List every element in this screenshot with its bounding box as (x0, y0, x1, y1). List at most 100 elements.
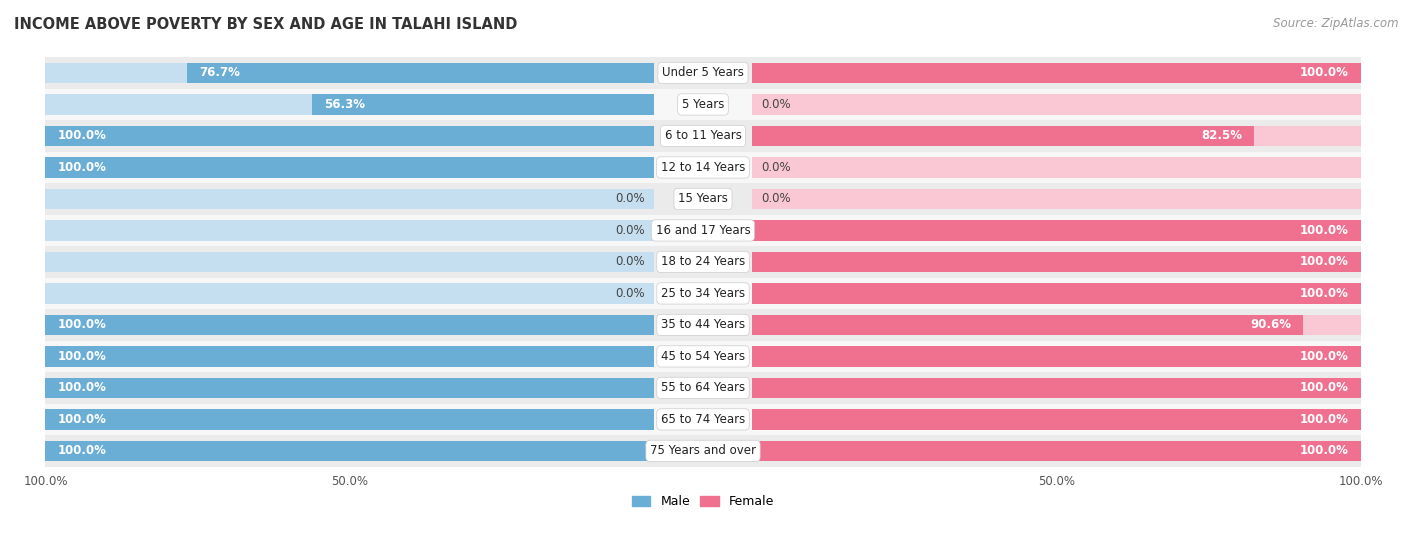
Text: 0.0%: 0.0% (616, 256, 645, 268)
Bar (752, 378, 1361, 398)
Bar (752, 189, 1361, 209)
Bar (752, 62, 1361, 83)
Text: 18 to 24 Years: 18 to 24 Years (661, 256, 745, 268)
Text: 12 to 14 Years: 12 to 14 Years (661, 161, 745, 174)
Bar (45, 89, 1361, 120)
Bar (752, 409, 1361, 430)
Bar (45, 157, 654, 177)
Text: 100.0%: 100.0% (58, 319, 107, 331)
Text: 100.0%: 100.0% (58, 413, 107, 426)
Text: 100.0%: 100.0% (1299, 350, 1348, 363)
Text: 75 Years and over: 75 Years and over (650, 444, 756, 458)
Text: 100.0%: 100.0% (1299, 413, 1348, 426)
Text: 100.0%: 100.0% (58, 129, 107, 142)
Text: 25 to 34 Years: 25 to 34 Years (661, 287, 745, 300)
Text: 65 to 74 Years: 65 to 74 Years (661, 413, 745, 426)
Text: 76.7%: 76.7% (200, 66, 240, 79)
Text: 6 to 11 Years: 6 to 11 Years (665, 129, 741, 142)
Text: 100.0%: 100.0% (58, 161, 107, 174)
Bar (752, 315, 1361, 335)
Legend: Male, Female: Male, Female (627, 490, 779, 513)
Bar (312, 94, 654, 115)
Bar (45, 283, 654, 304)
Bar (45, 309, 1361, 341)
Bar (45, 152, 1361, 183)
Text: 0.0%: 0.0% (616, 287, 645, 300)
Bar (45, 94, 654, 115)
Bar (752, 346, 1361, 367)
Bar (752, 283, 1361, 304)
Text: 0.0%: 0.0% (616, 193, 645, 205)
Bar (45, 378, 654, 398)
Bar (45, 441, 654, 461)
Bar (752, 346, 1361, 367)
Text: 100.0%: 100.0% (1299, 287, 1348, 300)
Bar (45, 126, 654, 146)
Bar (752, 441, 1361, 461)
Bar (45, 315, 654, 335)
Bar (45, 409, 654, 430)
Bar (45, 372, 1361, 403)
Text: 100.0%: 100.0% (1299, 382, 1348, 395)
Bar (45, 378, 654, 398)
Bar (45, 246, 1361, 278)
Text: 15 Years: 15 Years (678, 193, 728, 205)
Bar (752, 315, 1303, 335)
Bar (752, 441, 1361, 461)
Bar (45, 441, 654, 461)
Bar (752, 409, 1361, 430)
Bar (45, 220, 654, 240)
Text: 100.0%: 100.0% (58, 350, 107, 363)
Bar (752, 126, 1361, 146)
Bar (45, 62, 654, 83)
Bar (752, 252, 1361, 272)
Text: 100.0%: 100.0% (1299, 66, 1348, 79)
Bar (45, 346, 654, 367)
Text: 100.0%: 100.0% (1299, 256, 1348, 268)
Bar (45, 435, 1361, 466)
Text: 0.0%: 0.0% (761, 193, 790, 205)
Bar (45, 57, 1361, 89)
Bar (187, 62, 654, 83)
Text: Source: ZipAtlas.com: Source: ZipAtlas.com (1274, 17, 1399, 30)
Bar (752, 220, 1361, 240)
Bar (45, 341, 1361, 372)
Text: 0.0%: 0.0% (761, 161, 790, 174)
Text: 5 Years: 5 Years (682, 98, 724, 111)
Bar (45, 278, 1361, 309)
Bar (752, 378, 1361, 398)
Text: 56.3%: 56.3% (323, 98, 364, 111)
Text: 55 to 64 Years: 55 to 64 Years (661, 382, 745, 395)
Bar (45, 346, 654, 367)
Bar (45, 215, 1361, 246)
Text: 35 to 44 Years: 35 to 44 Years (661, 319, 745, 331)
Bar (752, 62, 1361, 83)
Bar (752, 126, 1254, 146)
Text: 90.6%: 90.6% (1250, 319, 1291, 331)
Bar (752, 220, 1361, 240)
Bar (45, 189, 654, 209)
Bar (45, 183, 1361, 215)
Bar (45, 403, 1361, 435)
Text: 16 and 17 Years: 16 and 17 Years (655, 224, 751, 237)
Text: 100.0%: 100.0% (1299, 444, 1348, 458)
Bar (45, 126, 654, 146)
Bar (45, 409, 654, 430)
Bar (752, 157, 1361, 177)
Text: Under 5 Years: Under 5 Years (662, 66, 744, 79)
Bar (752, 283, 1361, 304)
Bar (45, 120, 1361, 152)
Bar (45, 252, 654, 272)
Text: 45 to 54 Years: 45 to 54 Years (661, 350, 745, 363)
Text: INCOME ABOVE POVERTY BY SEX AND AGE IN TALAHI ISLAND: INCOME ABOVE POVERTY BY SEX AND AGE IN T… (14, 17, 517, 32)
Text: 82.5%: 82.5% (1201, 129, 1241, 142)
Text: 100.0%: 100.0% (1299, 224, 1348, 237)
Text: 0.0%: 0.0% (761, 98, 790, 111)
Text: 100.0%: 100.0% (58, 382, 107, 395)
Text: 100.0%: 100.0% (58, 444, 107, 458)
Text: 0.0%: 0.0% (616, 224, 645, 237)
Bar (45, 315, 654, 335)
Bar (45, 157, 654, 177)
Bar (752, 94, 1361, 115)
Bar (752, 252, 1361, 272)
